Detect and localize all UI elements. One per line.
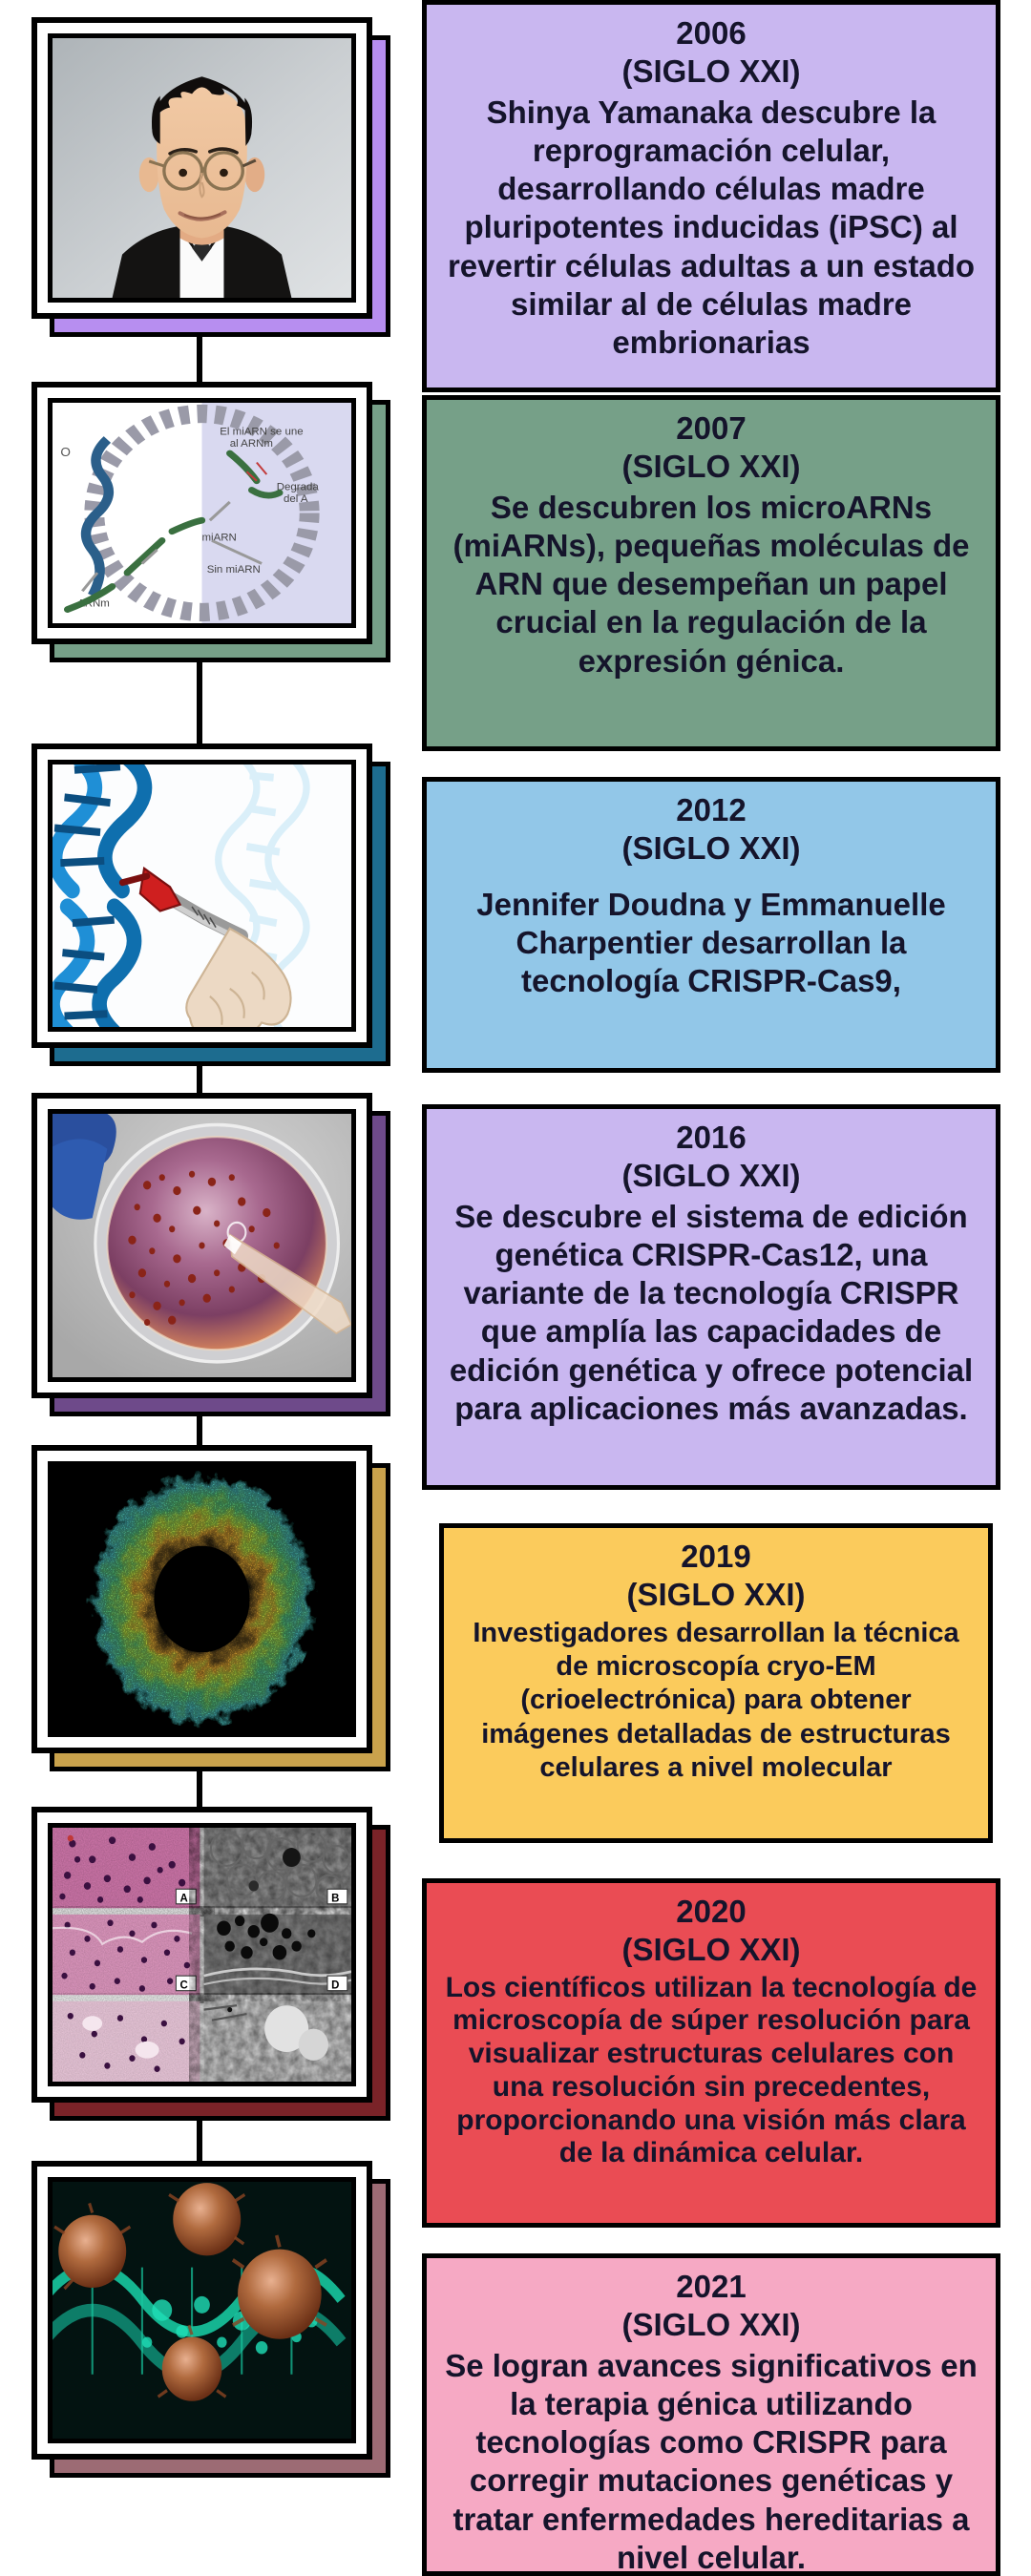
svg-text:C: C — [180, 1978, 189, 1991]
svg-text:Sin miARN: Sin miARN — [207, 564, 261, 576]
svg-text:O: O — [60, 445, 71, 458]
svg-text:miARN: miARN — [202, 533, 237, 544]
svg-text:del A: del A — [284, 493, 308, 505]
svg-text:al ARNm: al ARNm — [230, 439, 273, 450]
svg-text:B: B — [331, 1891, 339, 1904]
svg-text:A: A — [180, 1891, 189, 1904]
svg-text:D: D — [331, 1978, 340, 1991]
svg-text:Degrada: Degrada — [277, 482, 320, 493]
svg-text:El miARN se une: El miARN se une — [220, 427, 303, 438]
